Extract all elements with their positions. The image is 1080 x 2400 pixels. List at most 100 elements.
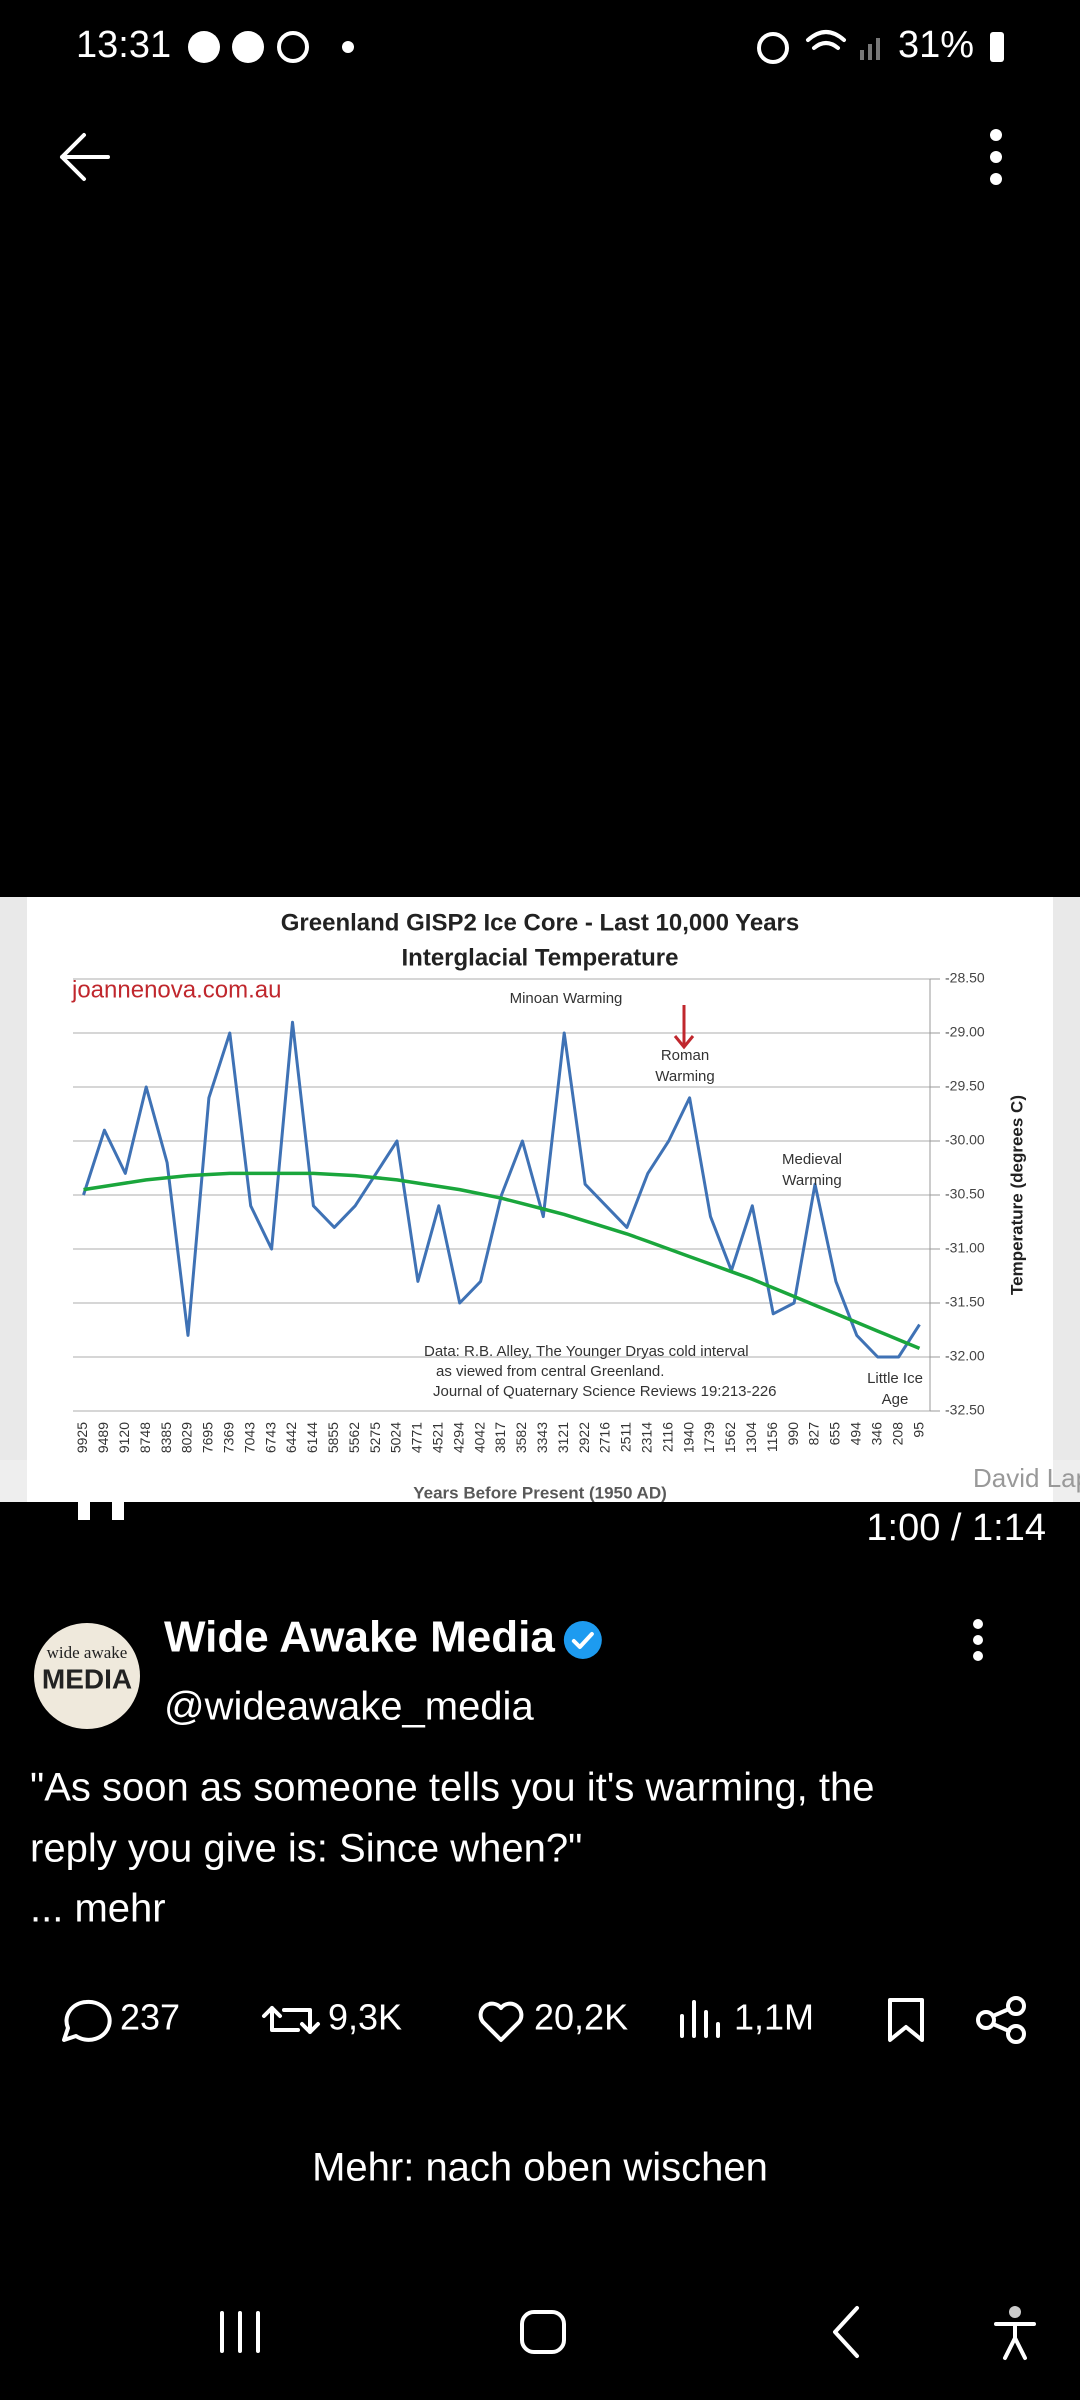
y-tick-label: -31.00 [945,1240,985,1256]
avatar-text: MEDIA [42,1663,132,1694]
x-tick-label: 5275 [367,1422,383,1453]
x-tick-label: 990 [785,1422,801,1446]
x-tick-label: 5855 [325,1422,341,1453]
x-tick-label: 2314 [639,1422,655,1453]
x-tick-label: 9120 [116,1422,132,1453]
battery-level: 31% [898,24,974,66]
x-tick-label: 1304 [743,1422,759,1453]
trend-line [83,1171,921,1351]
y-tick-label: -32.50 [945,1402,985,1418]
x-tick-label: 5562 [346,1422,362,1453]
x-tick-label: 7369 [220,1422,236,1453]
reply-count[interactable]: 237 [120,1997,180,2038]
x-tick-label: 2511 [618,1422,634,1452]
view-count[interactable]: 1,1M [734,1997,814,2038]
annotation: Age [882,1391,909,1408]
x-tick-label: 1940 [680,1422,696,1453]
x-tick-label: 2922 [576,1422,592,1453]
x-tick-label: 1562 [722,1422,738,1453]
views-icon[interactable] [680,2000,720,2038]
progress-handle[interactable] [852,1461,892,1501]
x-tick-label: 4521 [429,1422,445,1453]
annotation: Roman [661,1047,709,1064]
x-tick-label: 4042 [471,1422,487,1453]
x-tick-label: 3121 [555,1422,571,1453]
post-text: reply you give is: Since when?" [30,1827,582,1871]
avatar[interactable] [34,1623,140,1729]
site-label: joannenova.com.au [71,976,281,1003]
x-axis-label: Years Before Present (1950 AD) [413,1483,667,1502]
x-tick-label: 208 [889,1422,905,1446]
x-tick-label: 827 [806,1422,822,1446]
reply-icon[interactable] [62,1999,112,2042]
x-tick-label: 95 [910,1422,926,1438]
annotation: Warming [782,1172,841,1189]
x-tick-label: 3817 [492,1422,508,1453]
show-more[interactable]: ... mehr [30,1887,166,1931]
pause-button[interactable] [78,1476,124,1520]
x-tick-label: 8029 [179,1422,195,1453]
y-axis-label: Temperature (degrees C) [1007,1095,1026,1295]
x-tick-label: 6442 [283,1422,299,1453]
more-options[interactable] [990,129,1002,185]
x-tick-label: 5024 [388,1422,404,1453]
chart-title: Greenland GISP2 Ice Core - Last 10,000 Y… [281,909,800,936]
swipe-hint: Mehr: nach oben wischen [312,2146,768,2190]
chart-subtitle: Interglacial Temperature [402,944,679,971]
accessibility-button[interactable] [994,2306,1036,2360]
x-tick-label: 6743 [262,1422,278,1453]
y-tick-label: -30.50 [945,1186,985,1202]
annotation: Warming [655,1068,714,1085]
repost-icon[interactable] [262,2006,320,2034]
post-text: "As soon as someone tells you it's warmi… [30,1766,874,1810]
x-tick-label: 9489 [95,1422,111,1453]
verified-badge [563,1621,602,1659]
status-icons-left [188,31,354,63]
annotation-arrow [673,1005,695,1050]
x-tick-label: 2116 [659,1422,675,1452]
x-tick-label: 3582 [513,1422,529,1453]
author-handle[interactable]: @wideawake_media [164,1685,534,1729]
video-time: 1:00 / 1:14 [866,1507,1046,1549]
recents-button[interactable] [220,2311,260,2353]
source-note: as viewed from central Greenland. [436,1363,664,1380]
y-tick-label: -29.00 [945,1024,985,1040]
post-options[interactable] [973,1619,983,1661]
x-tick-label: 6144 [304,1422,320,1453]
bookmark-icon[interactable] [888,1998,924,2042]
x-tick-label: 494 [848,1422,864,1446]
video-player[interactable]: Greenland GISP2 Ice Core - Last 10,000 Y… [0,897,1080,1502]
y-tick-label: -30.00 [945,1132,985,1148]
watermark: David Lappi [973,1463,1080,1493]
y-tick-label: -28.50 [945,970,985,986]
repost-count[interactable]: 9,3K [328,1997,402,2038]
x-tick-label: 1739 [701,1422,717,1453]
status-icons-right [757,30,1004,64]
nav-back-button[interactable] [833,2306,859,2358]
progress-bar[interactable] [172,1479,872,1484]
like-icon[interactable] [478,2001,524,2042]
author-name[interactable]: Wide Awake Media [164,1613,555,1662]
x-tick-label: 1156 [764,1422,780,1452]
x-tick-label: 7043 [241,1422,257,1453]
share-icon[interactable] [976,1996,1026,2044]
annotation: Minoan Warming [510,990,623,1007]
x-tick-label: 9925 [74,1422,90,1453]
x-tick-label: 3343 [534,1422,550,1453]
x-tick-label: 346 [868,1422,884,1446]
y-tick-label: -29.50 [945,1078,985,1094]
x-tick-label: 2716 [597,1422,613,1453]
x-tick-label: 655 [827,1422,843,1446]
avatar-text: wide awake [47,1643,128,1662]
home-button[interactable] [520,2310,566,2354]
back-button[interactable] [60,133,110,181]
source-note: Journal of Quaternary Science Reviews 19… [433,1383,777,1400]
chart: Greenland GISP2 Ice Core - Last 10,000 Y… [71,909,1026,1502]
x-tick-label: 4294 [450,1422,466,1453]
x-tick-label: 8385 [158,1422,174,1453]
like-count[interactable]: 20,2K [534,1997,628,2038]
y-tick-label: -31.50 [945,1294,985,1310]
annotation: Little Ice [867,1370,923,1387]
temperature-line [82,1020,921,1359]
